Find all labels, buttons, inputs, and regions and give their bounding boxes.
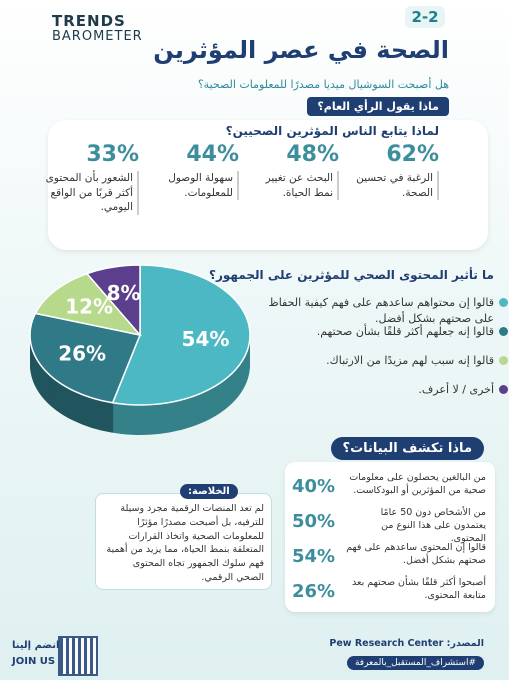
legend-entry: قالوا إنه جعلهم أكثر قلقًا بشأن صحتهم. [264, 324, 508, 340]
slice-label: 26% [58, 342, 106, 366]
slice-label: 12% [65, 295, 113, 319]
reason: 62% الرغبة في تحسين الصحة. [344, 142, 439, 201]
conclusion-title: الخلاصة: [180, 484, 238, 499]
reason-text: سهولة الوصول للمعلومات. [144, 171, 239, 201]
reason: 44% سهولة الوصول للمعلومات. [144, 142, 239, 201]
reasons-box [48, 120, 488, 250]
logo: BAROMETER [52, 29, 143, 44]
finding-percent: 26% [292, 581, 336, 602]
reason: 33% الشعور بأن المحتوى أكثر قربًا من الوا… [44, 142, 139, 216]
hashtag: #استشراف_المستقبل_بالمعرفة [346, 656, 484, 670]
question: لماذا يتابع الناس المؤثرين الصحيين؟ [225, 124, 439, 138]
pie-slice [34, 272, 143, 337]
slice-label: 8% [107, 281, 141, 305]
legend-swatch [499, 356, 508, 365]
finding-text: أصبحوا أكثر قلقًا بشأن صحتهم بعد متابعة … [352, 577, 486, 601]
logo: TRENDS [52, 12, 126, 30]
finding-percent: 50% [292, 511, 336, 532]
reason-text: البحث عن تغيير نمط الحياة. [244, 171, 339, 201]
reason-text: الشعور بأن المحتوى أكثر قربًا من الواقع … [44, 171, 139, 216]
legend-label: أخرى / لا أعرف. [418, 383, 494, 396]
pie-slice [111, 264, 251, 406]
pie-slice [85, 264, 141, 338]
chart-title: ما تأثير المحتوى الصحي للمؤثرين على الجم… [209, 268, 494, 282]
section-label: ماذا يقول الرأي العام؟ [307, 97, 449, 116]
pie-chart: 54% 26% 12%8% [29, 264, 251, 435]
finding: 26% أصبحوا أكثر قلقًا بشأن صحتهم بعد متاب… [290, 575, 490, 609]
section-title: ماذا تكشف البيانات؟ [330, 437, 484, 460]
legend-swatch [499, 298, 508, 307]
conclusion-text: لم تعد المنصات الرقمية مجرد وسيلة للترفي… [106, 503, 264, 583]
finding-text: من البالغين يحصلون على معلومات صحية من ا… [349, 472, 486, 496]
reason-percent: 48% [286, 142, 339, 167]
finding-text: قالوا إن المحتوى ساعدهم على فهم صحتهم بش… [346, 542, 486, 566]
finding: 40% من البالغين يحصلون على معلومات صحية م… [290, 470, 490, 504]
reason: 48% البحث عن تغيير نمط الحياة. [244, 142, 339, 201]
finding: 54% قالوا إن المحتوى ساعدهم على فهم صحتهم… [290, 540, 490, 574]
finding-percent: 54% [292, 546, 336, 567]
pie-slice [29, 312, 142, 404]
join-label[interactable]: JOIN US [12, 656, 56, 667]
legend-swatch [499, 327, 508, 336]
legend-label: قالوا إنه جعلهم أكثر قلقًا بشأن صحتهم. [316, 325, 494, 338]
badge: 2-2 [405, 6, 445, 28]
legend-entry: أخرى / لا أعرف. [264, 382, 508, 398]
reason-percent: 44% [186, 142, 239, 167]
legend-label: قالوا إنه سبب لهم مزيدًا من الارتباك. [326, 354, 494, 367]
legend-entry: قالوا إنه سبب لهم مزيدًا من الارتباك. [264, 353, 508, 369]
qr-code[interactable] [58, 636, 98, 676]
subtitle: هل أصبحت السوشيال ميديا مصدرًا للمعلومات… [197, 78, 449, 91]
finding-text: من الأشخاص دون 50 عامًا يعتمدون على هذا … [380, 507, 486, 544]
legend-entry: قالوا إن محتواهم ساعدهم على فهم كيفية ال… [264, 295, 508, 327]
conclusion-box [95, 493, 272, 590]
reason-text: الرغبة في تحسين الصحة. [344, 171, 439, 201]
join-label[interactable]: انضم إلينا [12, 640, 60, 651]
finding-percent: 40% [292, 476, 336, 497]
legend-swatch [499, 385, 508, 394]
reason-percent: 62% [386, 142, 439, 167]
title: الصحة في عصر المؤثرين [153, 36, 449, 64]
legend-label: قالوا إن محتواهم ساعدهم على فهم كيفية ال… [268, 296, 494, 325]
finding: 50% من الأشخاص دون 50 عامًا يعتمدون على ه… [290, 505, 490, 544]
slice-label: 54% [182, 327, 230, 351]
reason-percent: 33% [86, 142, 139, 167]
source: المصدر: Pew Research Center [329, 638, 484, 649]
findings-box [285, 462, 495, 612]
